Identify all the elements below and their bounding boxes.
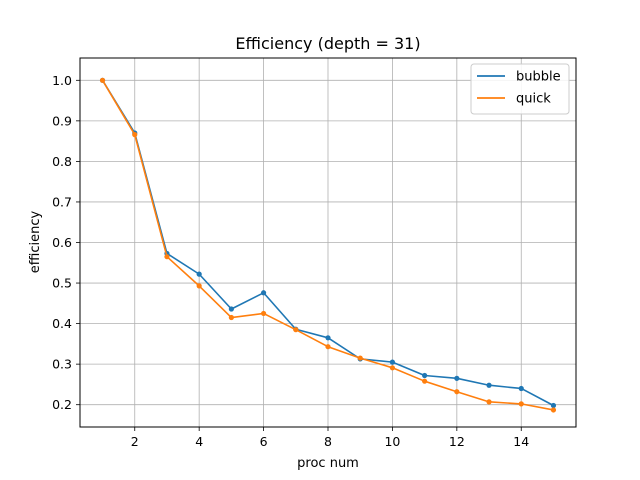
data-point-quick [389, 365, 396, 371]
data-point-bubble [518, 385, 524, 392]
data-point-quick [325, 344, 331, 350]
data-point-quick [357, 355, 363, 361]
data-point-quick [132, 132, 138, 138]
data-point-bubble [550, 402, 557, 409]
data-point-quick [228, 314, 234, 321]
data-point-bubble [389, 359, 396, 365]
y-tick-label: 0.7 [52, 194, 72, 209]
x-tick-label: 2 [131, 434, 139, 449]
x-tick-label: 14 [513, 434, 529, 449]
x-tick-label: 12 [449, 434, 465, 449]
legend-label-bubble: bubble [516, 70, 561, 85]
data-point-quick [486, 399, 492, 405]
y-tick-label: 0.3 [52, 357, 72, 372]
x-axis-label: proc num [297, 456, 359, 471]
y-tick-label: 0.9 [52, 113, 72, 128]
data-point-bubble [196, 271, 202, 277]
data-point-quick [196, 283, 202, 289]
y-tick-label: 0.2 [52, 397, 72, 412]
data-point-quick [550, 407, 557, 413]
data-point-quick [454, 389, 460, 395]
data-point-bubble [486, 382, 492, 388]
y-tick-label: 1.0 [52, 73, 72, 88]
chart-title: Efficiency (depth = 31) [235, 34, 420, 53]
x-tick-label: 8 [324, 434, 332, 449]
data-point-quick [164, 254, 170, 260]
y-axis-label: efficiency [28, 210, 43, 273]
axis-ticks: 2 4 6 8 10 12 14 0.2 0.3 0.4 0.5 0.6 0.7 0.8 0.9 1.0 [52, 73, 529, 449]
x-tick-label: 6 [260, 434, 268, 449]
data-point-quick [99, 77, 106, 83]
data-point-quick [260, 310, 267, 317]
x-tick-label: 4 [195, 434, 203, 449]
data-point-bubble [228, 306, 234, 312]
data-point-bubble [454, 375, 460, 381]
data-point-quick [293, 327, 299, 333]
x-tick-label: 10 [384, 434, 400, 449]
data-point-bubble [260, 290, 267, 296]
legend: bubble quick [470, 63, 570, 115]
data-point-quick [518, 401, 524, 407]
legend-label-quick: quick [516, 92, 551, 107]
y-tick-label: 0.5 [52, 276, 72, 291]
y-tick-label: 0.4 [52, 316, 72, 331]
y-tick-label: 0.8 [52, 154, 72, 169]
y-tick-label: 0.6 [52, 235, 72, 250]
data-point-bubble [422, 372, 428, 379]
data-point-bubble [325, 335, 331, 341]
data-point-quick [422, 378, 428, 384]
series-layer [99, 77, 557, 413]
grid [80, 58, 576, 427]
